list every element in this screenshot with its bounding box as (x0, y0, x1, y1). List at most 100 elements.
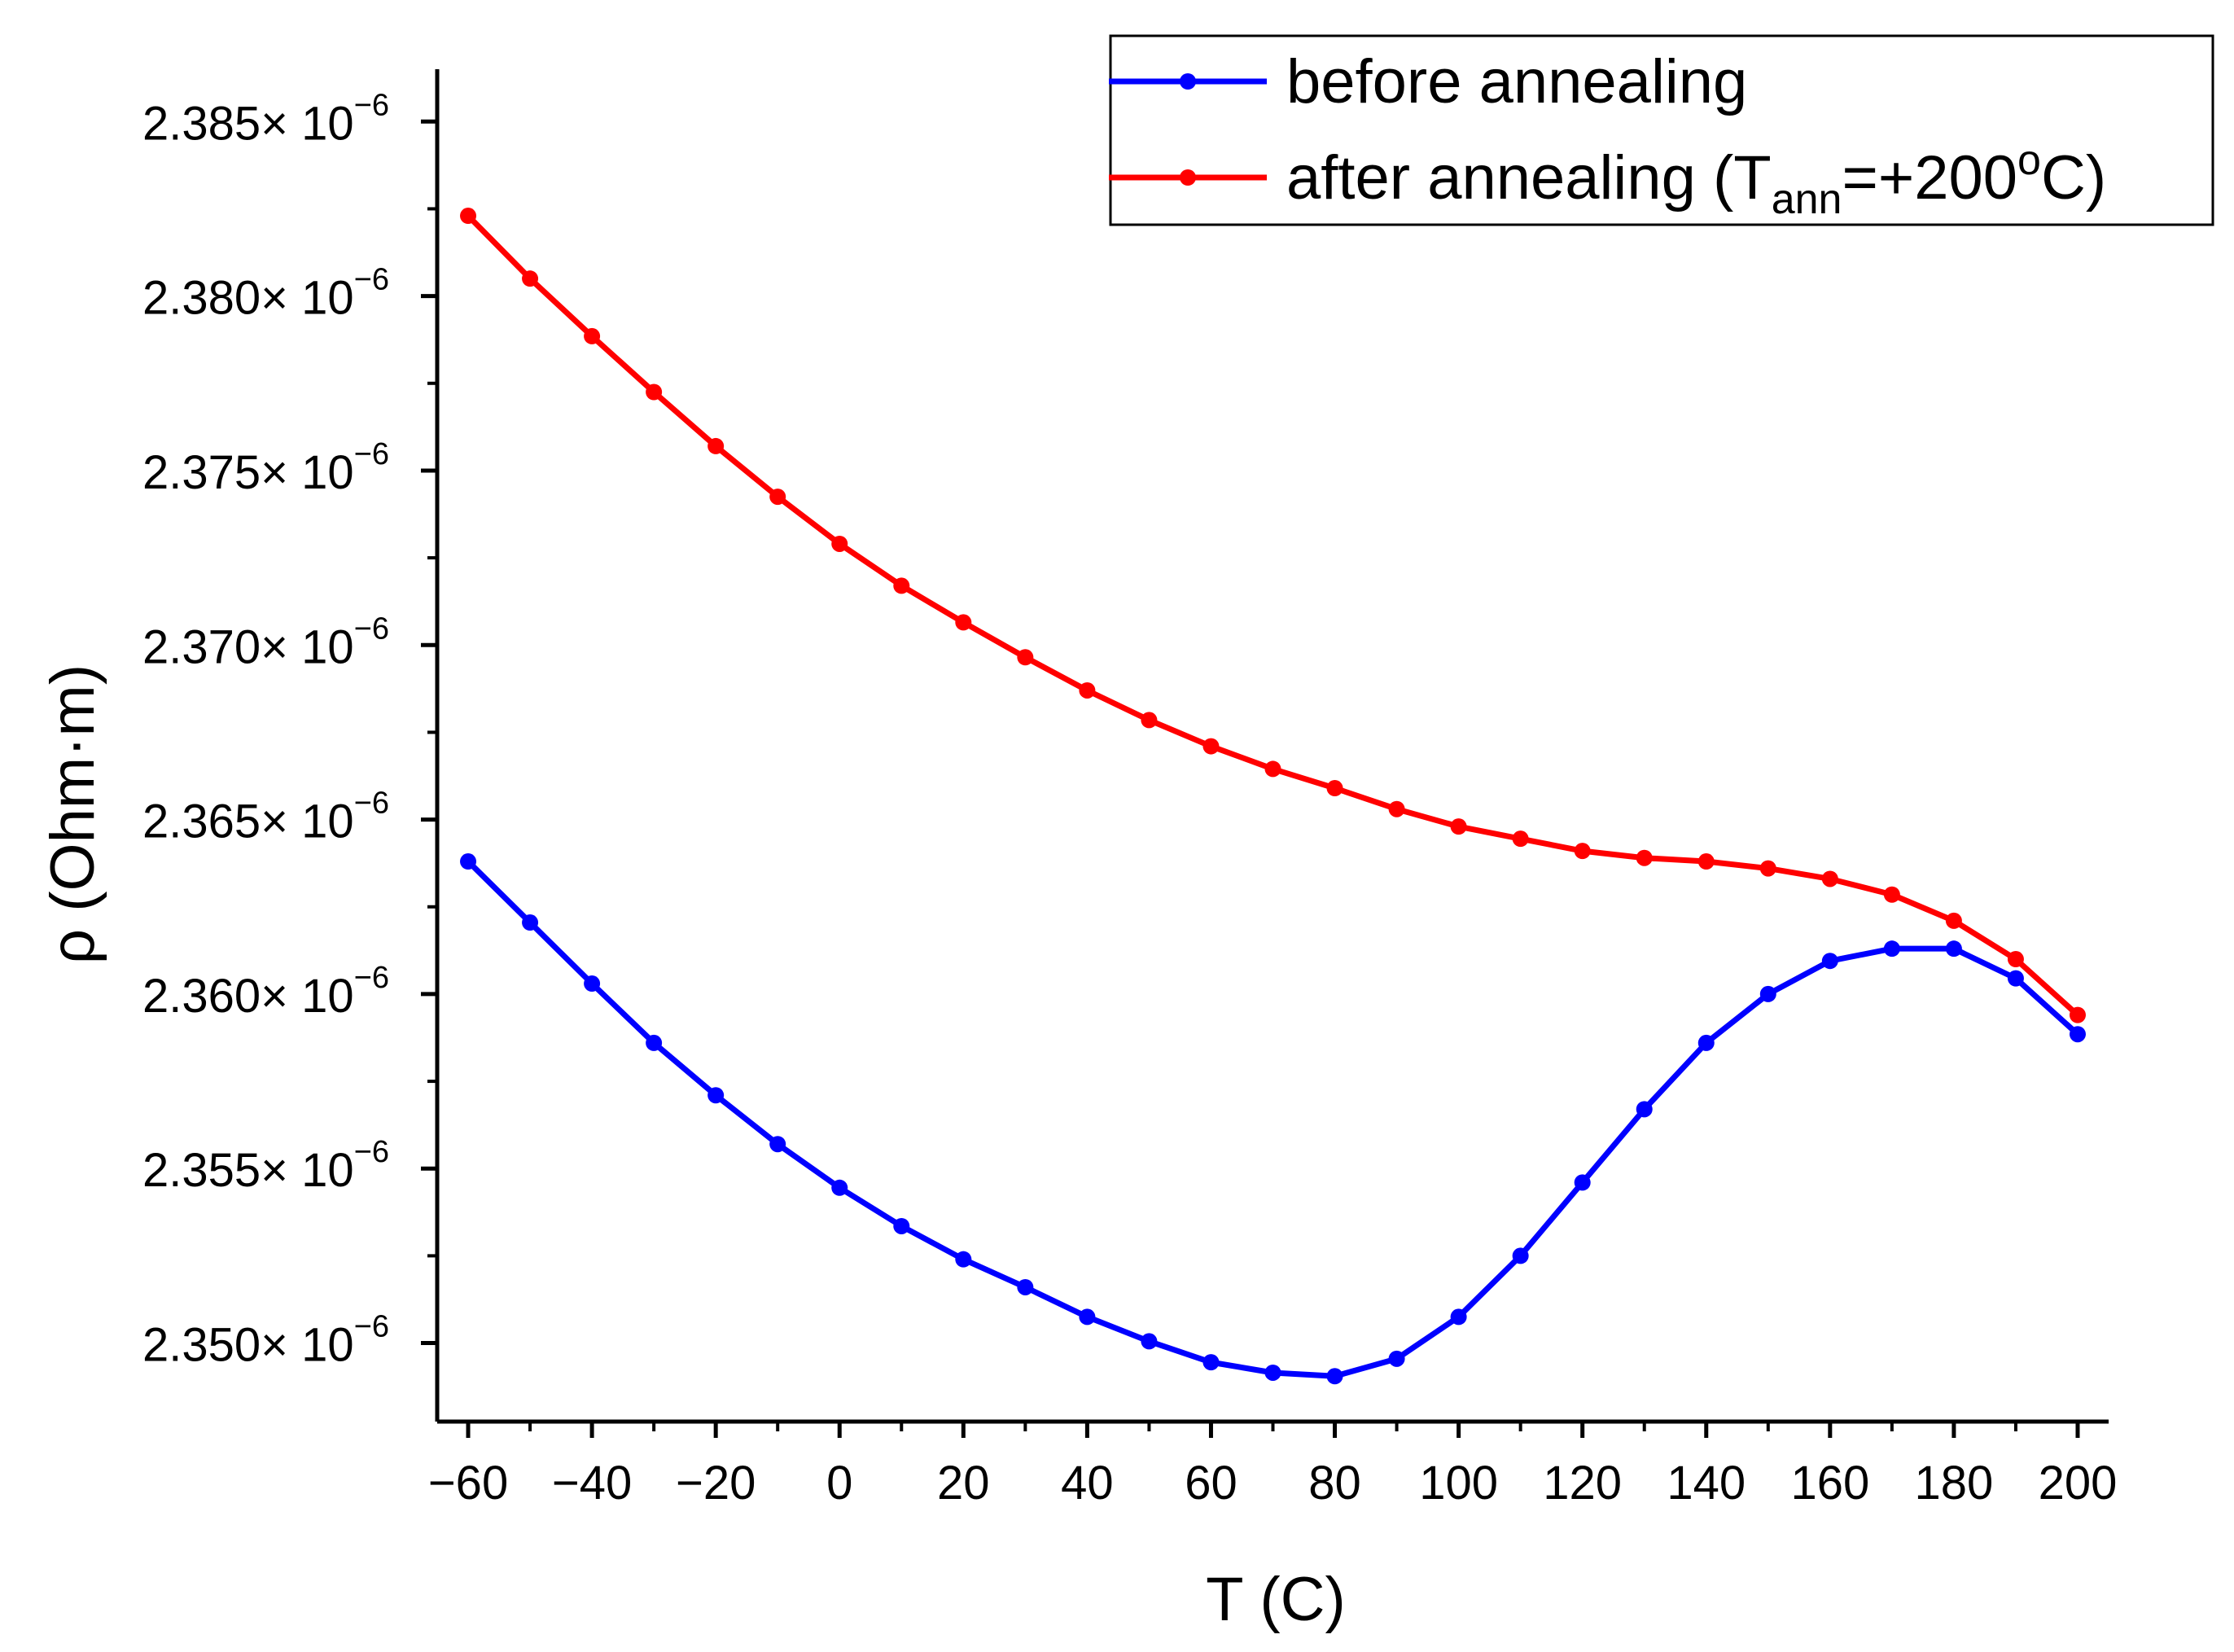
x-tick-label: 120 (1543, 1457, 1622, 1510)
y-tick-exponent: −6 (354, 1310, 389, 1344)
y-tick-exponent: −6 (354, 787, 389, 821)
x-tick-label: −60 (428, 1457, 508, 1510)
y-tick-mantissa: 2.350× 10 (142, 1319, 354, 1372)
data-point (1388, 1350, 1405, 1367)
x-tick-label: 160 (1790, 1457, 1869, 1510)
y-tick-exponent: −6 (354, 88, 389, 122)
data-point (769, 1136, 786, 1153)
data-point (1202, 738, 1220, 755)
data-point (1512, 830, 1529, 848)
y-tick-label: 2.355× 10−6 (142, 1135, 389, 1197)
data-point (2069, 1026, 2086, 1043)
y-tick-mantissa: 2.385× 10 (142, 97, 354, 150)
y-tick-label: 2.360× 10−6 (142, 961, 389, 1023)
y-tick-mantissa: 2.370× 10 (142, 620, 354, 673)
data-point (893, 577, 910, 594)
legend-item-before-annealing: before annealing (1109, 47, 1747, 116)
data-point (460, 208, 477, 225)
data-point (1141, 712, 1158, 729)
legend-swatch-marker (1180, 73, 1196, 90)
data-point (831, 535, 848, 552)
data-point (1264, 760, 1281, 778)
legend: before annealing after annealing (Tann=+2… (1109, 34, 2214, 226)
data-point (646, 383, 663, 401)
x-tick-label: 180 (1915, 1457, 1994, 1510)
data-point (893, 1217, 910, 1234)
y-tick-mantissa: 2.355× 10 (142, 1144, 354, 1197)
data-point (1079, 1308, 1096, 1326)
y-tick-mantissa: 2.360× 10 (142, 970, 354, 1023)
data-point (522, 914, 539, 931)
data-point (1264, 1364, 1281, 1381)
data-point (1636, 849, 1653, 866)
data-point (1450, 1308, 1467, 1326)
data-point (955, 1251, 972, 1268)
data-point (1697, 853, 1715, 870)
data-point (1636, 1101, 1653, 1118)
data-point (1574, 843, 1591, 860)
x-tick-label: 140 (1667, 1457, 1746, 1510)
y-tick-label: 2.385× 10−6 (142, 88, 389, 150)
data-point (1883, 886, 1900, 903)
y-tick-label: 2.370× 10−6 (142, 611, 389, 673)
axes: −60 −40 −20 0 20 40 60 80 100 120 140 160 180 200 2.35… (142, 69, 2117, 1510)
x-tick-label: −20 (676, 1457, 756, 1510)
x-tick-label: −40 (552, 1457, 632, 1510)
data-point (1821, 953, 1838, 970)
x-tick-label: 200 (2039, 1457, 2118, 1510)
legend-label-part: after annealing (T (1286, 143, 1772, 213)
data-point (955, 614, 972, 631)
x-tick-label: 0 (826, 1457, 852, 1510)
data-point (1821, 870, 1838, 887)
legend-label: after annealing (Tann=+200oC) (1286, 137, 2106, 223)
x-tick-label: 40 (1061, 1457, 1114, 1510)
data-point (1945, 940, 1962, 957)
data-point (1512, 1247, 1529, 1264)
y-tick-exponent: −6 (354, 611, 389, 646)
data-point (1388, 800, 1405, 817)
data-point (1326, 780, 1343, 797)
legend-swatch-marker (1180, 169, 1196, 186)
y-tick-exponent: −6 (354, 1135, 389, 1169)
data-point (646, 1034, 663, 1051)
data-point (769, 489, 786, 506)
legend-label-part: o (2017, 137, 2041, 184)
data-point (522, 270, 539, 287)
data-point (1017, 649, 1034, 666)
data-point (1883, 940, 1900, 957)
y-tick-mantissa: 2.365× 10 (142, 795, 354, 848)
series-before-annealing (460, 853, 2086, 1385)
data-point (584, 975, 601, 993)
y-tick-exponent: −6 (354, 961, 389, 995)
data-point (1574, 1174, 1591, 1191)
data-point (460, 853, 477, 870)
y-tick-label: 2.375× 10−6 (142, 437, 389, 499)
x-tick-label: 60 (1185, 1457, 1237, 1510)
data-point (1326, 1368, 1343, 1385)
legend-label-part: ann (1772, 176, 1842, 223)
y-tick-exponent: −6 (354, 437, 389, 471)
y-axis-title: ρ (Ohm·m) (38, 664, 107, 964)
data-point (1450, 818, 1467, 835)
legend-label-part: =+200 (1842, 143, 2017, 213)
legend-box (1109, 34, 2214, 226)
data-point (584, 327, 601, 344)
y-tick-mantissa: 2.375× 10 (142, 446, 354, 499)
x-axis-title: T (C) (1206, 1565, 1346, 1634)
y-tick-label: 2.380× 10−6 (142, 263, 389, 325)
x-tick-label: 80 (1308, 1457, 1361, 1510)
data-point (1202, 1354, 1220, 1371)
data-point (2007, 970, 2024, 987)
y-tick-mantissa: 2.380× 10 (142, 272, 354, 325)
legend-label-part: before annealing (1286, 47, 1747, 116)
y-tick-label: 2.365× 10−6 (142, 787, 389, 848)
series-group (460, 208, 2086, 1385)
data-point (1759, 860, 1776, 877)
legend-label-part: C) (2041, 143, 2106, 213)
x-tick-label: 100 (1419, 1457, 1498, 1510)
data-point (1759, 985, 1776, 1002)
series-after-annealing (460, 208, 2086, 1023)
legend-label: before annealing (1286, 47, 1747, 116)
